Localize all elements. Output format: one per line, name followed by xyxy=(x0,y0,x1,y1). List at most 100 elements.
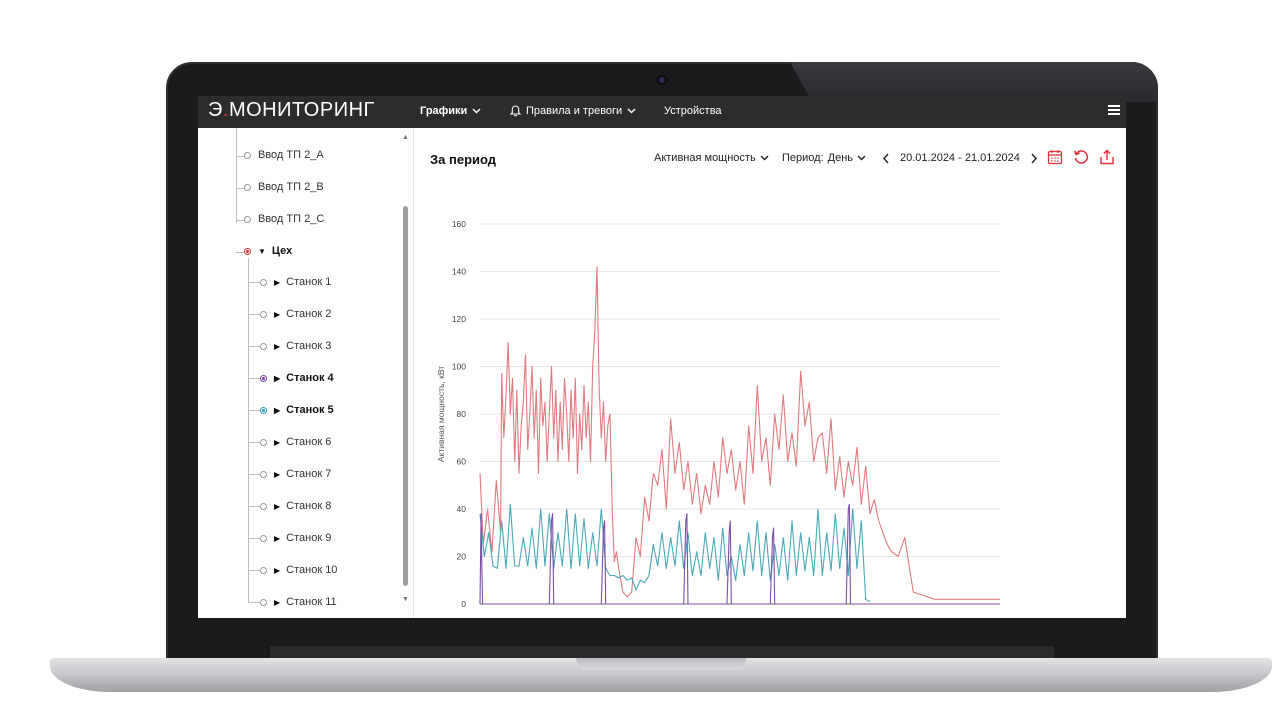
nav-devices[interactable]: Устройства xyxy=(664,105,722,117)
tree-item-input-a[interactable]: Ввод ТП 2_A xyxy=(244,149,324,161)
tree-item-machine-3[interactable]: ▶ Станок 3 xyxy=(248,340,331,352)
caret-right-icon[interactable]: ▶ xyxy=(274,437,281,447)
chevron-right-icon[interactable] xyxy=(1030,153,1038,164)
tree-item-machine-9[interactable]: ▶ Станок 9 xyxy=(248,532,331,544)
tree-node-marker xyxy=(260,438,267,446)
tree-node-marker xyxy=(260,406,267,414)
y-tick-label: 100 xyxy=(452,362,466,372)
caret-right-icon[interactable]: ▶ xyxy=(274,309,281,319)
tree-node-marker xyxy=(244,151,251,159)
tree-item-machine-2[interactable]: ▶ Станок 2 xyxy=(248,308,331,320)
app-logo[interactable]: Э.МОНИТОРИНГ xyxy=(208,99,375,122)
tree-item-input-b[interactable]: Ввод ТП 2_B xyxy=(244,181,324,193)
logo-letter: Э xyxy=(208,99,223,121)
period-select[interactable]: Период: День xyxy=(782,152,866,164)
hamburger-icon[interactable] xyxy=(1108,105,1120,115)
tree-item-label: Станок 1 xyxy=(286,276,332,288)
tree-node-marker xyxy=(260,342,267,350)
tree-item-machine-5[interactable]: ▶ Станок 5 xyxy=(248,404,334,416)
device-tree-sidebar: Ввод ТП 2_A Ввод ТП 2_B Ввод ТП 2_C ▼ Це… xyxy=(198,128,414,618)
logo-dot: . xyxy=(222,99,229,121)
y-axis-label: Активная мощность, кВт xyxy=(436,366,446,462)
tree-item-label: Станок 4 xyxy=(286,372,334,384)
tree-item-machine-1[interactable]: ▶ Станок 1 xyxy=(248,276,331,288)
chevron-down-icon xyxy=(857,155,866,161)
period-label: Период: xyxy=(782,152,824,164)
caret-right-icon[interactable]: ▶ xyxy=(274,277,281,287)
series-line-2 xyxy=(479,503,871,603)
chart-panel: За период Активная мощность Период: День… xyxy=(420,134,1126,618)
tree-item-label: Станок 9 xyxy=(286,532,332,544)
series-line-3 xyxy=(479,503,1000,605)
caret-right-icon[interactable]: ▶ xyxy=(274,501,281,511)
tree-connector xyxy=(236,128,237,223)
tree-node-marker xyxy=(260,278,267,286)
power-chart-svg: 0 20 40 60 80 100 120 140 160 00:00 03:00 06:00 09:0… xyxy=(436,219,1011,618)
calendar-icon[interactable] xyxy=(1046,148,1064,166)
tree-item-label: Ввод ТП 2_A xyxy=(258,149,324,161)
tree-item-workshop[interactable]: ▼ Цех xyxy=(244,245,292,257)
chevron-left-icon[interactable] xyxy=(882,153,890,164)
webcam xyxy=(657,75,667,85)
tree-item-label: Станок 3 xyxy=(286,340,332,352)
y-tick-label: 20 xyxy=(457,552,467,562)
tree-item-machine-6[interactable]: ▶ Станок 6 xyxy=(248,436,331,448)
tree-node-marker xyxy=(244,183,251,191)
nav-rules-label: Правила и тревоги xyxy=(526,105,623,117)
chevron-down-icon xyxy=(472,108,481,114)
power-chart: 0 20 40 60 80 100 120 140 160 00:00 03:00 06:00 09:0… xyxy=(420,174,1020,618)
x-tick-label: 03:00 xyxy=(534,613,556,614)
tree-item-label: Ввод ТП 2_C xyxy=(258,213,325,225)
x-tick-label: 12:00 xyxy=(729,613,751,614)
tree-item-input-c[interactable]: Ввод ТП 2_C xyxy=(244,213,324,225)
tree-item-label: Станок 5 xyxy=(286,404,334,416)
export-icon[interactable] xyxy=(1098,148,1116,166)
tree-node-marker xyxy=(260,598,267,606)
x-tick-label: 21:00 xyxy=(924,613,946,614)
nav-charts[interactable]: Графики xyxy=(420,105,481,117)
tree-item-label: Станок 7 xyxy=(286,468,332,480)
caret-right-icon[interactable]: ▶ xyxy=(274,405,281,415)
tree-node-marker xyxy=(260,566,267,574)
y-tick-label: 40 xyxy=(457,504,467,514)
caret-right-icon[interactable]: ▶ xyxy=(274,597,281,607)
scroll-down-icon[interactable]: ▼ xyxy=(402,596,409,603)
tree-item-label: Ввод ТП 2_B xyxy=(258,181,324,193)
date-range-navigator: 20.01.2024 - 21.01.2024 xyxy=(882,152,1038,164)
period-value: День xyxy=(827,152,854,164)
caret-right-icon[interactable]: ▶ xyxy=(274,565,281,575)
tree-item-machine-7[interactable]: ▶ Станок 7 xyxy=(248,468,331,480)
tree-item-machine-11[interactable]: ▶ Станок 11 xyxy=(248,596,337,608)
screen-glare xyxy=(790,62,1158,102)
caret-right-icon[interactable]: ▶ xyxy=(274,373,281,383)
y-tick-label: 0 xyxy=(461,599,466,609)
caret-right-icon[interactable]: ▶ xyxy=(274,469,281,479)
tree-node-marker xyxy=(260,374,267,382)
tree-item-label: Станок 10 xyxy=(286,564,338,576)
y-tick-label: 60 xyxy=(457,457,467,467)
nav-rules-alarms[interactable]: Правила и тревоги xyxy=(510,105,636,117)
metric-select-value: Активная мощность xyxy=(654,152,756,164)
sidebar-scrollbar-thumb[interactable] xyxy=(403,206,408,586)
caret-down-icon[interactable]: ▼ xyxy=(258,246,266,256)
tree-node-marker xyxy=(260,310,267,318)
tree-item-machine-8[interactable]: ▶ Станок 8 xyxy=(248,500,331,512)
x-tick-label: 15:00 xyxy=(794,613,816,614)
caret-right-icon[interactable]: ▶ xyxy=(274,533,281,543)
panel-title: За период xyxy=(430,152,497,167)
tree-item-machine-4[interactable]: ▶ Станок 4 xyxy=(248,372,334,384)
chevron-down-icon xyxy=(760,155,769,161)
tree-item-machine-10[interactable]: ▶ Станок 10 xyxy=(248,564,337,576)
app-screen: Э.МОНИТОРИНГ Графики Правила и тревоги У… xyxy=(198,96,1126,618)
tree-connector xyxy=(236,252,244,253)
x-tick-label: 00:00 xyxy=(469,613,491,614)
series-line-1 xyxy=(479,266,1000,600)
date-range-text[interactable]: 20.01.2024 - 21.01.2024 xyxy=(900,152,1020,164)
bell-icon xyxy=(510,105,521,117)
nav-devices-label: Устройства xyxy=(664,105,722,117)
metric-select[interactable]: Активная мощность xyxy=(654,152,769,164)
x-tick-label: 18:00 xyxy=(859,613,881,614)
caret-right-icon[interactable]: ▶ xyxy=(274,341,281,351)
scroll-up-icon[interactable]: ▲ xyxy=(402,134,409,141)
reset-icon[interactable] xyxy=(1072,148,1090,166)
